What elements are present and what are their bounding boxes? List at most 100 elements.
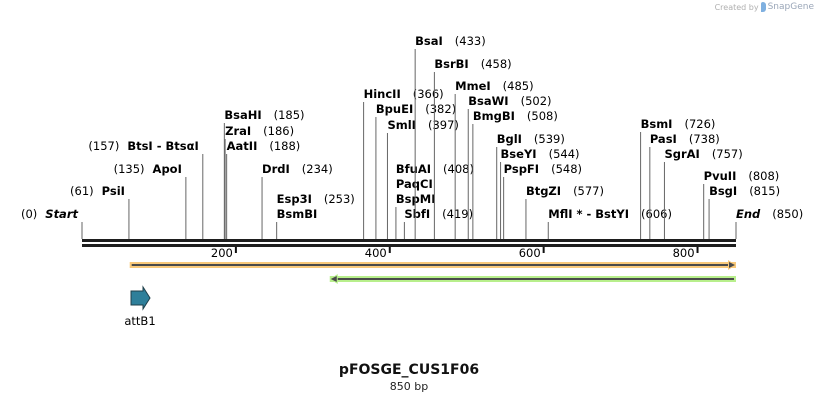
site-name: PasI: [650, 132, 677, 146]
site-position: (188): [269, 139, 300, 153]
site-name: SmlI: [387, 118, 416, 132]
site-position: (157): [88, 139, 119, 153]
site-position: (738): [689, 132, 720, 146]
ruler-tick: [696, 247, 699, 253]
cut-site-bgli[interactable]: BglI (539): [496, 132, 565, 239]
feature-label: attB1: [124, 314, 155, 328]
ruler-tick: [234, 247, 237, 253]
cut-site-drdi[interactable]: DrdI (234): [261, 162, 333, 239]
site-name: PsiI: [102, 184, 125, 198]
cut-site-btgzi[interactable]: BtgZI (577): [525, 184, 604, 239]
cut-site-bsahi[interactable]: BsaHI (185): [223, 108, 305, 239]
site-position: (458): [481, 57, 512, 71]
map-title: pFOSGE_CUS1F06: [338, 362, 480, 378]
ruler-label: 200: [211, 246, 233, 260]
site-position: (433): [455, 34, 486, 48]
credit-brand: SnapGene: [767, 2, 814, 12]
cut-site-apoi[interactable]: ApoI (135): [114, 162, 187, 239]
cut-site-end[interactable]: End (850): [735, 207, 803, 239]
site-position: (544): [549, 147, 580, 161]
site-position: (539): [534, 132, 565, 146]
arrow-left-icon: [330, 276, 337, 282]
site-name: BpuEI: [376, 102, 413, 116]
cut-site-psii[interactable]: PsiI (61): [70, 184, 130, 239]
cut-site-sgrai[interactable]: SgrAI (757): [663, 147, 743, 239]
site-name: BfuAI: [396, 162, 431, 176]
site-position: (815): [749, 184, 780, 198]
site-name: End: [736, 207, 761, 221]
snapgene-credit: Created by SnapGene: [715, 2, 814, 12]
cut-site-bsawi[interactable]: BsaWI (502): [467, 94, 552, 239]
cut-site-bsgi[interactable]: BsgI (815): [708, 184, 780, 239]
site-position: (408): [443, 162, 474, 176]
site-name: BsaI: [415, 34, 443, 48]
site-name: BseYI: [501, 147, 537, 161]
site-position: (0): [21, 207, 37, 221]
cut-site-mmei[interactable]: MmeI (485): [454, 79, 534, 239]
ruler-label: 600: [519, 246, 541, 260]
cut-site-zrai[interactable]: ZraI (186): [224, 124, 294, 239]
site-name: SgrAI: [664, 147, 699, 161]
ruler-tick: [388, 247, 391, 253]
cut-site-bsrbi[interactable]: BsrBI (458): [433, 57, 512, 239]
site-name: SbfI: [404, 207, 430, 221]
site-position: (234): [302, 162, 333, 176]
site-name: BsaHI: [224, 108, 261, 122]
site-name: BglI: [497, 132, 522, 146]
site-name: ZraI: [225, 124, 251, 138]
cut-site-esp3i[interactable]: Esp3I (253) BsmBI: [276, 192, 355, 239]
cut-site-smli[interactable]: SmlI (397): [386, 118, 459, 239]
site-name: BmgBI: [473, 109, 515, 123]
orange-feature[interactable]: [129, 260, 736, 270]
site-position: (135): [114, 162, 145, 176]
site-position: (185): [274, 108, 305, 122]
cut-site-pasi[interactable]: PasI (738): [649, 132, 720, 239]
feature-attb1[interactable]: attB1: [124, 285, 156, 328]
cut-site-pvuii[interactable]: PvuII (808): [703, 169, 780, 239]
cut-site-bsmi[interactable]: BsmI (726): [640, 117, 716, 239]
ruler-tick: [542, 247, 545, 253]
cut-site-aatii[interactable]: AatII (188): [226, 139, 301, 239]
cut-site-pspfi[interactable]: PspFI (548): [503, 162, 582, 239]
site-name: BtsI - BtsαI: [127, 139, 198, 153]
site-position: (502): [521, 94, 552, 108]
site-position: (508): [527, 109, 558, 123]
cut-site-mfli-bstyi[interactable]: MflI * - BstYI (606): [547, 207, 672, 239]
site-position: (397): [428, 118, 459, 132]
cut-site-bsai[interactable]: BsaI (433): [414, 34, 486, 239]
cut-site-sbfi[interactable]: SbfI (419): [403, 207, 473, 239]
site-name: DrdI: [262, 162, 290, 176]
cut-site-start[interactable]: Start (0): [21, 207, 83, 239]
site-name: PvuII: [704, 169, 737, 183]
arrow-right-icon: [729, 262, 735, 268]
cut-site-btsi-bts-i[interactable]: BtsI - BtsαI (157): [88, 139, 204, 239]
site-position: (186): [263, 124, 294, 138]
cut-site-hincii[interactable]: HincII (366): [363, 87, 444, 239]
site-name: Esp3I: [277, 192, 312, 206]
site-position: (61): [70, 184, 94, 198]
map-length: 850 bp: [389, 380, 429, 393]
site-position: (757): [712, 147, 743, 161]
site-position: (808): [748, 169, 779, 183]
site-name: MflI * - BstYI: [548, 207, 629, 221]
site-position: (366): [413, 87, 444, 101]
backbone-top: [82, 239, 736, 242]
ruler-label: 800: [673, 246, 695, 260]
cut-site-bpuei[interactable]: BpuEI (382): [375, 102, 456, 239]
site-position: (382): [425, 102, 456, 116]
site-position: (726): [684, 117, 715, 131]
site-position: (606): [641, 207, 672, 221]
site-name-alt: BspMI: [396, 192, 436, 206]
feature-arrow-icon: [130, 285, 151, 311]
green-feature[interactable]: [329, 274, 736, 284]
site-name: BsrBI: [434, 57, 468, 71]
site-name-alt: BsmBI: [277, 207, 318, 221]
site-name: BsmI: [641, 117, 673, 131]
cut-site-bseyi[interactable]: BseYI (544): [500, 147, 580, 239]
site-name: MmeI: [455, 79, 491, 93]
ruler-label: 400: [365, 246, 387, 260]
site-position: (577): [573, 184, 604, 198]
cut-site-bmgbi[interactable]: BmgBI (508): [472, 109, 558, 239]
